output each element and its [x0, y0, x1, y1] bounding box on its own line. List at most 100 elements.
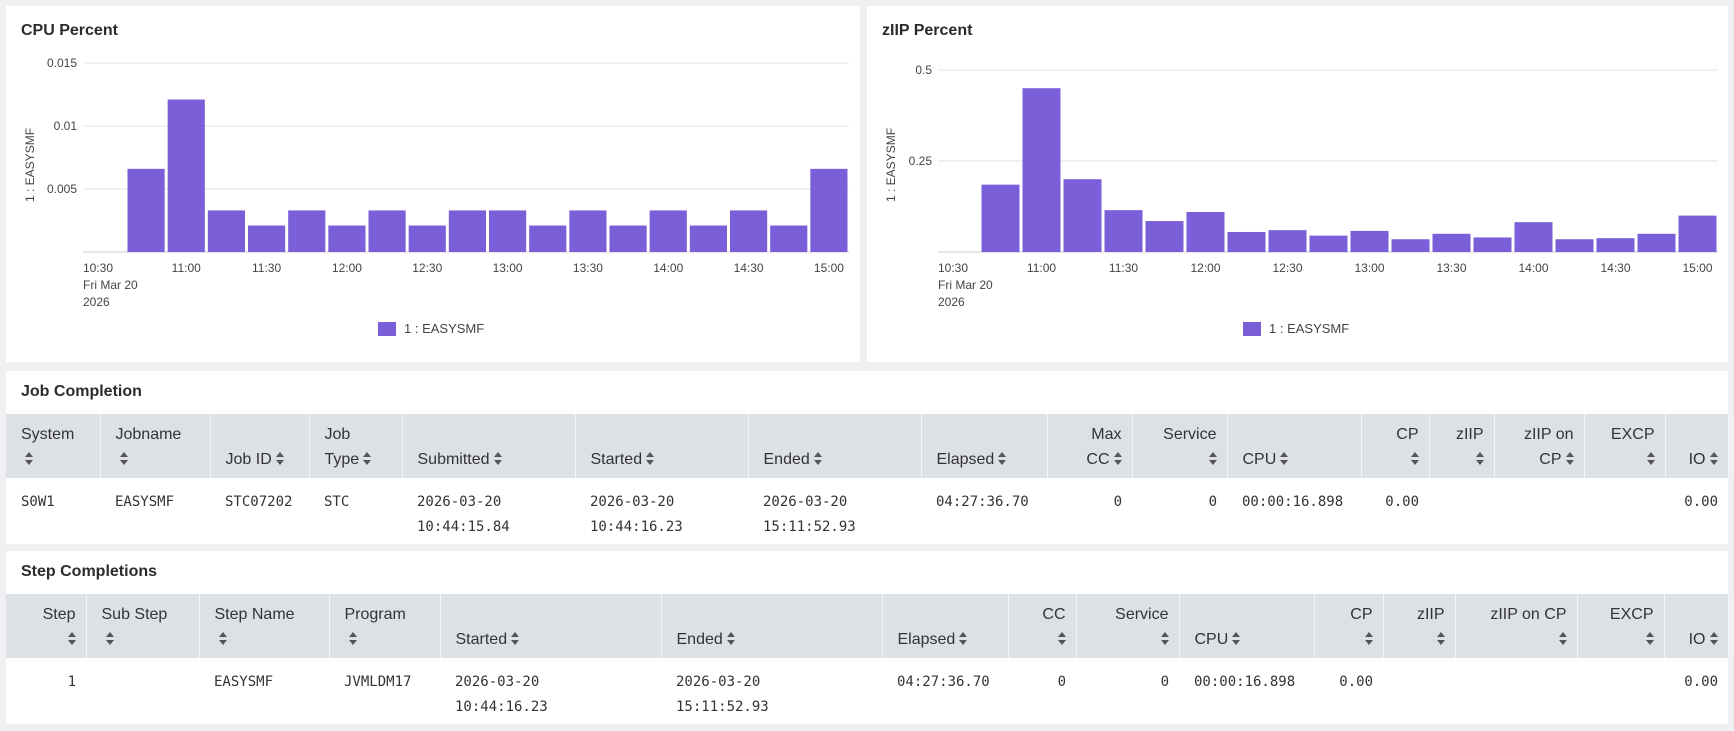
header-line-1: CP [1396, 426, 1419, 443]
column-header-10[interactable]: CP [1314, 594, 1384, 658]
header-line-2 [21, 447, 90, 474]
column-header-4[interactable]: Started [440, 594, 662, 658]
x-tick-sublabel: 2026 [938, 295, 965, 306]
column-header-5[interactable]: Started [575, 414, 749, 478]
column-header-14[interactable]: IO [1664, 594, 1729, 658]
column-header-label: Job Type [325, 422, 392, 472]
sort-icon[interactable] [1280, 452, 1289, 467]
chart-legend[interactable]: 1 : EASYSMF [378, 321, 484, 336]
header-line-2-text: Elapsed [936, 451, 995, 468]
column-header-2[interactable]: Step Name [199, 594, 330, 658]
bar [167, 99, 205, 252]
table-row[interactable]: 1 EASYSMF JVMLDM17 2026-03-20 10:44:16.23… [6, 658, 1728, 724]
bar [1432, 233, 1471, 252]
column-header-label: Job ID [226, 422, 299, 472]
sort-icon[interactable] [813, 452, 822, 467]
column-header-12[interactable]: zIIP [1429, 414, 1495, 478]
header-line-1: Jobname [115, 426, 182, 443]
time-text: 10:44:15.84 [417, 519, 510, 535]
sort-icon[interactable] [348, 632, 357, 647]
bar [368, 210, 406, 252]
sort-icon[interactable] [105, 632, 114, 647]
sort-icon[interactable] [218, 632, 227, 647]
column-header-11[interactable]: zIIP [1383, 594, 1456, 658]
sort-icon[interactable] [25, 452, 33, 467]
sort-icon[interactable] [1709, 452, 1718, 467]
column-header-10[interactable]: CPU [1227, 414, 1362, 478]
column-header-label: Ended [677, 602, 872, 652]
sort-icon[interactable] [511, 632, 520, 647]
column-header-6[interactable]: Elapsed [882, 594, 1009, 658]
header-line-2 [1593, 627, 1654, 654]
bar [609, 225, 647, 252]
header-line-2-text: Elapsed [897, 631, 956, 648]
sort-icon[interactable] [1709, 632, 1718, 647]
column-header-7[interactable]: CC [1008, 594, 1077, 658]
cell-excp [1584, 478, 1665, 544]
column-header-15[interactable]: IO [1665, 414, 1729, 478]
bar [981, 184, 1020, 252]
sort-icon[interactable] [959, 632, 968, 647]
sort-icon[interactable] [1113, 452, 1122, 467]
sort-icon[interactable] [1565, 452, 1574, 467]
sort-icon[interactable] [493, 452, 502, 467]
column-header-1[interactable]: Sub Step [86, 594, 200, 658]
bar [1555, 239, 1594, 252]
sort-icon[interactable] [998, 452, 1007, 467]
column-header-4[interactable]: Submitted [402, 414, 576, 478]
column-header-11[interactable]: CP [1361, 414, 1430, 478]
header-line-1 [418, 422, 565, 447]
column-header-0[interactable]: System [6, 414, 101, 478]
x-tick-label: 10:30 [938, 261, 968, 275]
column-header-3[interactable]: Program [329, 594, 441, 658]
column-header-label: Started [591, 422, 738, 472]
column-header-13[interactable]: zIIP on CP [1494, 414, 1585, 478]
table-row[interactable]: S0W1 EASYSMF STC07202 STC 2026-03-20 10:4… [6, 478, 1728, 544]
header-line-2-text: Job ID [225, 451, 272, 468]
sort-icon[interactable] [1208, 452, 1217, 467]
header-line-1: System [21, 426, 75, 443]
sort-icon[interactable] [1645, 632, 1654, 647]
column-header-6[interactable]: Ended [748, 414, 922, 478]
column-header-7[interactable]: Elapsed [921, 414, 1048, 478]
sort-icon[interactable] [1410, 452, 1419, 467]
sort-icon[interactable] [726, 632, 735, 647]
column-header-8[interactable]: Service [1076, 594, 1180, 658]
sort-icon[interactable] [1364, 632, 1373, 647]
header-line-1: zIIP on [1523, 426, 1574, 443]
header-line-1: Max [1091, 426, 1122, 443]
column-header-13[interactable]: EXCP [1577, 594, 1665, 658]
column-header-12[interactable]: zIIP on CP [1455, 594, 1578, 658]
column-header-9[interactable]: Service [1132, 414, 1228, 478]
sort-icon[interactable] [1646, 452, 1655, 467]
header-line-1 [764, 422, 911, 447]
chart-legend[interactable]: 1 : EASYSMF [1243, 321, 1349, 336]
column-header-9[interactable]: CPU [1179, 594, 1315, 658]
column-header-label: Max CC [1063, 422, 1122, 472]
column-header-5[interactable]: Ended [661, 594, 883, 658]
sort-icon[interactable] [67, 632, 76, 647]
sort-icon[interactable] [1057, 632, 1066, 647]
sort-icon[interactable] [275, 452, 284, 467]
sort-icon[interactable] [363, 452, 372, 467]
sort-icon[interactable] [1475, 452, 1484, 467]
bar [529, 225, 567, 252]
sort-icon[interactable] [119, 452, 128, 467]
x-tick-label: 14:00 [1518, 261, 1548, 275]
sort-icon[interactable] [1436, 632, 1445, 647]
column-header-14[interactable]: EXCP [1584, 414, 1666, 478]
x-tick-sublabel: Fri Mar 20 [938, 278, 993, 292]
sort-icon[interactable] [1160, 632, 1169, 647]
sort-icon[interactable] [1232, 632, 1241, 647]
bar [1309, 235, 1348, 252]
column-header-0[interactable]: Step [6, 594, 87, 658]
header-line-1: Sub Step [101, 606, 168, 623]
header-line-2 [1600, 447, 1655, 474]
column-header-label: Submitted [418, 422, 565, 472]
column-header-3[interactable]: Job Type [309, 414, 403, 478]
column-header-1[interactable]: Jobname [100, 414, 211, 478]
sort-icon[interactable] [646, 452, 655, 467]
sort-icon[interactable] [1558, 632, 1567, 647]
column-header-8[interactable]: Max CC [1047, 414, 1133, 478]
column-header-2[interactable]: Job ID [210, 414, 310, 478]
